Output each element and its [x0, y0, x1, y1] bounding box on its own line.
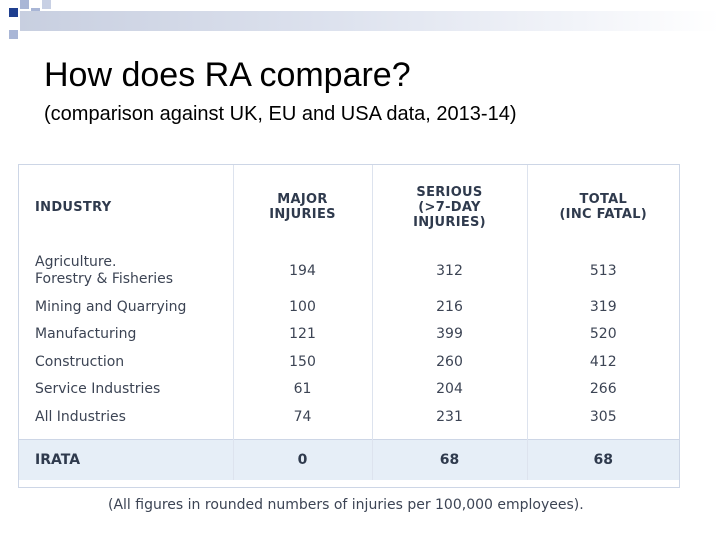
- cell-total: 305: [526, 403, 679, 431]
- cell-total: 266: [526, 375, 679, 403]
- slide-subtitle: (comparison against UK, EU and USA data,…: [44, 103, 517, 125]
- cell-industry: Manufacturing: [35, 326, 137, 343]
- cell-total: 68: [526, 438, 679, 480]
- cell-industry: All Industries: [35, 408, 126, 425]
- cell-serious: 216: [371, 293, 527, 321]
- slide-title: How does RA compare?: [44, 56, 411, 94]
- header-major-injuries: MAJOR INJURIES: [232, 165, 372, 249]
- table-row: Agriculture. Forestry & Fisheries 194 312 51…: [19, 249, 679, 293]
- table-footnote: (All figures in rounded numbers of injur…: [108, 497, 584, 513]
- cell-serious: 68: [371, 438, 527, 480]
- table-header-row: INDUSTRY MAJOR INJURIES SERIOUS (>7-DAY INJ…: [19, 165, 679, 249]
- header-industry: INDUSTRY: [35, 199, 112, 215]
- table-row: Mining and Quarrying 100 216 319: [19, 293, 679, 321]
- cell-industry: Mining and Quarrying: [35, 298, 187, 315]
- cell-total: 319: [526, 293, 679, 321]
- cell-total: 412: [526, 348, 679, 376]
- cell-serious: 204: [371, 375, 527, 403]
- cell-serious: 231: [371, 403, 527, 431]
- table-row: Service Industries 61 204 266: [19, 375, 679, 403]
- decor-square: [9, 8, 18, 17]
- cell-serious: 312: [371, 249, 527, 293]
- table-row-irata: IRATA 0 68 68: [19, 438, 679, 480]
- table-row: Manufacturing 121 399 520: [19, 320, 679, 348]
- cell-industry: Service Industries: [35, 381, 161, 398]
- cell-total: 520: [526, 320, 679, 348]
- decor-square: [42, 0, 51, 9]
- header-gradient-bar: [20, 11, 720, 31]
- comparison-table-image: INDUSTRY MAJOR INJURIES SERIOUS (>7-DAY INJ…: [18, 164, 680, 488]
- table-row: Construction 150 260 412: [19, 348, 679, 376]
- cell-serious: 399: [371, 320, 527, 348]
- cell-serious: 260: [371, 348, 527, 376]
- cell-major: 61: [232, 375, 372, 403]
- cell-major: 194: [232, 249, 372, 293]
- table-spacer: [19, 430, 679, 439]
- header-total-injuries: TOTAL (INC FATAL): [526, 165, 679, 249]
- cell-industry: Agriculture. Forestry & Fisheries: [35, 254, 174, 287]
- cell-major: 0: [232, 438, 372, 480]
- decor-square: [20, 0, 29, 9]
- decor-square: [9, 30, 18, 39]
- cell-major: 100: [232, 293, 372, 321]
- header-serious-injuries: SERIOUS (>7-DAY INJURIES): [371, 165, 527, 249]
- cell-industry: Construction: [35, 353, 125, 370]
- cell-major: 121: [232, 320, 372, 348]
- cell-total: 513: [526, 249, 679, 293]
- cell-major: 74: [232, 403, 372, 431]
- table-body: Agriculture. Forestry & Fisheries 194 312 51…: [19, 249, 679, 480]
- table-row: All Industries 74 231 305: [19, 403, 679, 431]
- injury-rate-table: INDUSTRY MAJOR INJURIES SERIOUS (>7-DAY INJ…: [19, 165, 679, 480]
- cell-industry: IRATA: [19, 438, 233, 480]
- cell-major: 150: [232, 348, 372, 376]
